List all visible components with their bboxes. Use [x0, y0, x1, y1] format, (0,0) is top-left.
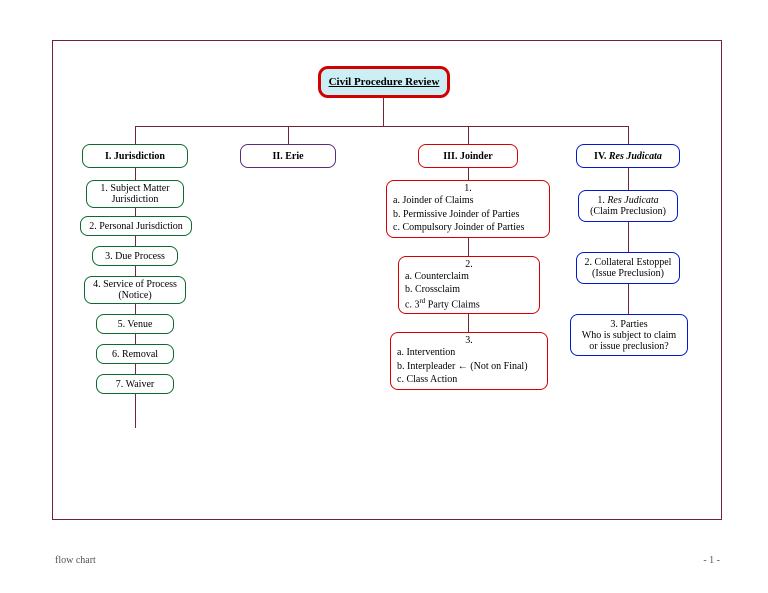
- jurisdiction-item-6: 6. Removal: [96, 344, 174, 364]
- item-num: 1.: [393, 183, 543, 194]
- item-text: 2. Personal Jurisdiction: [89, 221, 183, 232]
- section-label: III. Joinder: [443, 151, 492, 162]
- connector: [383, 98, 384, 126]
- connector: [468, 126, 469, 144]
- item-text: 6. Removal: [112, 349, 158, 360]
- title-text: Civil Procedure Review: [329, 76, 440, 88]
- item-line: c. Compulsory Joinder of Parties: [393, 221, 524, 235]
- joinder-item-2: 2. a. Counterclaim b. Crossclaim c. 3rd …: [398, 256, 540, 314]
- footer-left: flow chart: [55, 555, 96, 566]
- item-line2: (Issue Preclusion): [592, 268, 664, 279]
- item-text: 7. Waiver: [116, 379, 154, 390]
- joinder-item-1: 1. a. Joinder of Claims b. Permissive Jo…: [386, 180, 550, 238]
- item-line1: 1. Res Judicata: [597, 195, 658, 206]
- title-node: Civil Procedure Review: [318, 66, 450, 98]
- connector: [628, 126, 629, 144]
- connector: [135, 126, 136, 144]
- jurisdiction-item-5: 5. Venue: [96, 314, 174, 334]
- item-num: 3.: [397, 335, 541, 346]
- item-line1: 2. Collateral Estoppel: [585, 257, 672, 268]
- section-label: IV. Res Judicata: [594, 151, 662, 162]
- item-line: c. Class Action: [397, 373, 457, 387]
- item-line: a. Counterclaim: [405, 270, 469, 284]
- rj-prefix: IV.: [594, 151, 609, 162]
- item-line2: (Claim Preclusion): [590, 206, 666, 217]
- item-text: 4. Service of Process(Notice): [93, 279, 177, 301]
- section-joinder: III. Joinder: [418, 144, 518, 168]
- item-line3: or issue preclusion?: [589, 341, 668, 352]
- jurisdiction-item-2: 2. Personal Jurisdiction: [80, 216, 192, 236]
- rj1-italic: Res Judicata: [607, 195, 658, 206]
- jurisdiction-item-7: 7. Waiver: [96, 374, 174, 394]
- item-line: b. Permissive Joinder of Parties: [393, 208, 519, 222]
- item-line1: 3. Parties: [610, 319, 647, 330]
- connector: [288, 126, 289, 144]
- section-resjudicata: IV. Res Judicata: [576, 144, 680, 168]
- resjudicata-item-1: 1. Res Judicata (Claim Preclusion): [578, 190, 678, 222]
- item-line2: Who is subject to claim: [582, 330, 676, 341]
- item-line: b. Interpleader ← (Not on Final): [397, 360, 528, 374]
- item-text: 3. Due Process: [105, 251, 165, 262]
- resjudicata-item-3: 3. Parties Who is subject to claim or is…: [570, 314, 688, 356]
- section-label: II. Erie: [272, 151, 303, 162]
- jurisdiction-item-4: 4. Service of Process(Notice): [84, 276, 186, 304]
- jurisdiction-item-1: 1. Subject MatterJurisdiction: [86, 180, 184, 208]
- resjudicata-item-2: 2. Collateral Estoppel (Issue Preclusion…: [576, 252, 680, 284]
- item-text: 1. Subject MatterJurisdiction: [100, 183, 169, 205]
- section-label: I. Jurisdiction: [105, 151, 165, 162]
- rj1-prefix: 1.: [597, 195, 607, 206]
- item-text: 5. Venue: [118, 319, 153, 330]
- jurisdiction-item-3: 3. Due Process: [92, 246, 178, 266]
- section-jurisdiction: I. Jurisdiction: [82, 144, 188, 168]
- item-num: 2.: [405, 259, 533, 270]
- rj-italic: Res Judicata: [609, 151, 662, 162]
- item-line: c. 3rd Party Claims: [405, 297, 480, 312]
- connector: [135, 126, 628, 127]
- item-line: a. Intervention: [397, 346, 455, 360]
- footer-right: - 1 -: [703, 555, 720, 566]
- section-erie: II. Erie: [240, 144, 336, 168]
- item-line: b. Crossclaim: [405, 283, 460, 297]
- joinder-item-3: 3. a. Intervention b. Interpleader ← (No…: [390, 332, 548, 390]
- item-line: a. Joinder of Claims: [393, 194, 474, 208]
